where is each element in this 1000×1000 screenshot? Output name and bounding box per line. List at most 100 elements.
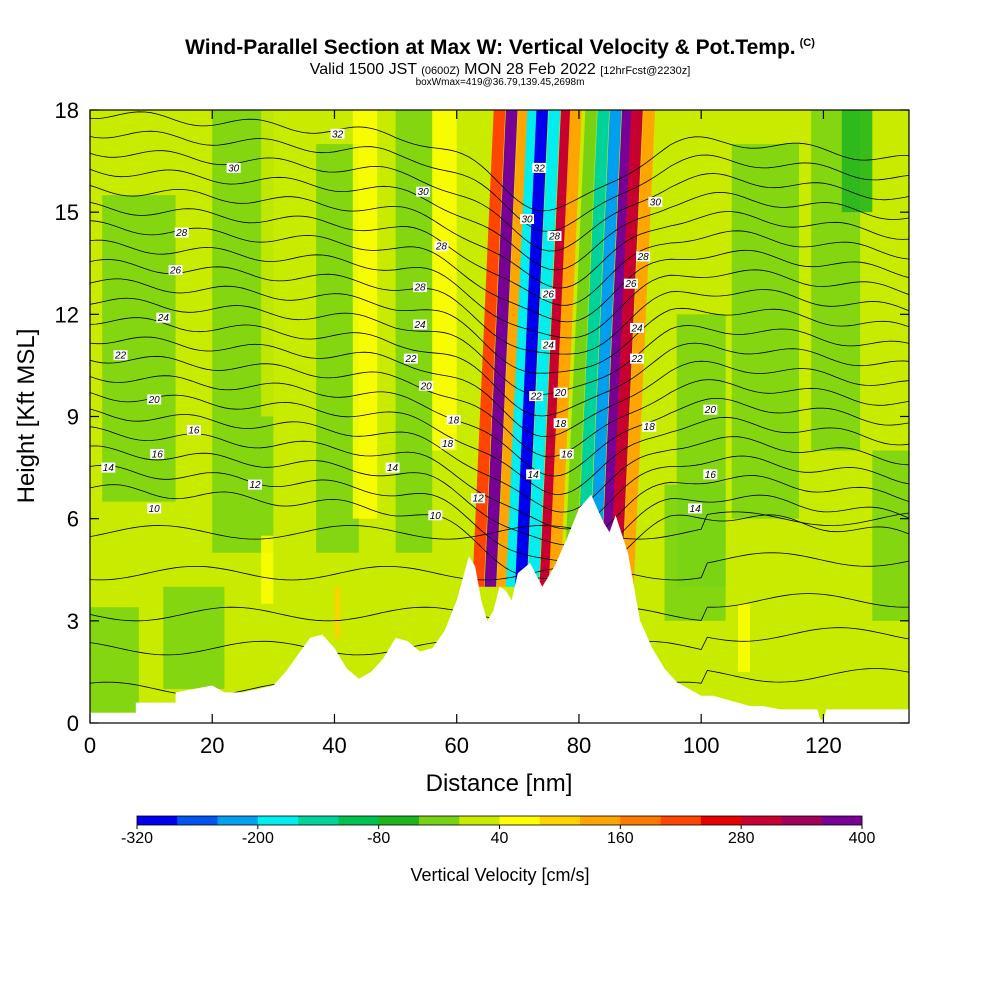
contour-label: 26 [169, 266, 182, 277]
colorbar-segment [177, 816, 218, 825]
contour-label-bg [541, 339, 556, 350]
contour-label-bg [553, 418, 568, 429]
colorbar-segment [257, 816, 299, 825]
theta-contours [90, 111, 909, 697]
theta-contour-line [90, 239, 909, 339]
contour-label-bg [541, 288, 556, 299]
colorbar-segment [217, 816, 259, 825]
velocity-band [600, 110, 634, 587]
colorbar-segment [499, 816, 541, 825]
theta-contour-line [90, 464, 909, 562]
theta-contour-line [90, 317, 909, 417]
contour-label: 24 [157, 313, 170, 324]
plot-area [90, 110, 909, 723]
copyright-mark: (C) [799, 37, 815, 49]
velocity-patch [90, 607, 139, 713]
contour-label-bg [553, 387, 568, 398]
contour-label: 20 [148, 395, 161, 406]
contour-label: 18 [448, 415, 460, 426]
contour-label: 28 [637, 252, 650, 263]
chart-subtitle: Valid 1500 JST (0600Z) MON 28 Feb 2022 [… [0, 61, 1000, 79]
y-tick-label: 6 [67, 507, 79, 532]
y-tick-label: 0 [67, 711, 79, 736]
velocity-band [588, 110, 622, 587]
theta-contour-line [90, 355, 909, 458]
contour-label: 16 [152, 449, 164, 460]
contour-label: 16 [188, 426, 200, 437]
contour-label: 20 [554, 388, 567, 399]
velocity-patch [261, 110, 311, 417]
contour-label-bg [385, 462, 400, 473]
contour-label: 10 [149, 504, 161, 515]
contour-label: 28 [548, 232, 561, 243]
contour-label: 22 [404, 354, 417, 365]
colorbar-segment [298, 816, 339, 825]
contour-label: 10 [430, 511, 442, 522]
contour-label: 22 [114, 351, 127, 362]
colorbar-tick-label: 160 [607, 830, 634, 847]
velocity-patch [163, 586, 225, 689]
contour-label: 18 [644, 422, 656, 433]
velocity-patch [261, 535, 274, 604]
contour-label-bg [526, 469, 541, 480]
vertical-velocity-bands [472, 110, 656, 587]
contour-label-bg [559, 448, 574, 459]
contour-label-bg [226, 162, 241, 173]
theta-contour-line [90, 484, 909, 579]
velocity-band [472, 110, 506, 587]
contour-label: 16 [705, 470, 717, 481]
colorbar-tick-label: 280 [728, 830, 755, 847]
contour-label-bg [688, 503, 703, 514]
x-tick-label: 20 [200, 733, 224, 758]
contour-label: 14 [387, 463, 399, 474]
contour-label-bg [413, 319, 428, 330]
theta-contour-line [90, 150, 909, 252]
contour-label-bg [403, 353, 418, 364]
velocity-band [515, 110, 549, 587]
contour-label: 24 [413, 320, 426, 331]
x-tick-label: 100 [683, 733, 720, 758]
contour-label-bg [186, 425, 201, 436]
theta-contour-line [90, 375, 909, 477]
colorbar-tick-label: -320 [121, 830, 153, 847]
theta-contour-labels: 32 30 30 28 26 24 22 20 16 16 14 12 10 28 28 24 22 20 18 18… [101, 128, 718, 522]
contour-label-bg [547, 231, 562, 242]
theta-contour-line [90, 392, 909, 495]
contour-label: 18 [555, 419, 567, 430]
contour-label-bg [703, 469, 718, 480]
contour-label: 12 [249, 480, 261, 491]
theta-contour-line [90, 202, 909, 306]
valid-date: MON 28 Feb 2022 [464, 61, 596, 78]
colorbar-segment [418, 816, 460, 825]
contour-label-bg [428, 510, 443, 521]
theta-contour-line [90, 220, 909, 323]
x-tick-label: 120 [805, 733, 842, 758]
theta-contour-line [90, 130, 909, 232]
contour-label: 16 [561, 449, 573, 460]
colorbar-segment [660, 816, 702, 825]
colorbar-segment [539, 816, 581, 825]
velocity-band [563, 110, 597, 587]
colorbar-segment [741, 816, 782, 825]
contour-label-bg [630, 322, 645, 333]
contour-label: 26 [624, 279, 637, 290]
velocity-band [539, 110, 573, 587]
contour-label: 22 [530, 392, 543, 403]
contour-label-bg [642, 421, 657, 432]
contour-label: 14 [690, 504, 702, 515]
y-tick-label: 9 [67, 405, 79, 430]
theta-contour-line [90, 111, 909, 212]
theta-contour-line [90, 297, 909, 396]
colorbar-segment [781, 816, 823, 825]
contour-label-bg [113, 350, 128, 361]
velocity-patch [731, 144, 799, 519]
velocity-band [622, 110, 656, 587]
colorbar-tick-label: -80 [367, 830, 390, 847]
contour-label: 28 [435, 242, 448, 253]
contour-label-bg [174, 227, 189, 238]
forecast-info: [12hrFcst@2230z] [600, 65, 691, 77]
contour-label: 30 [650, 197, 662, 208]
colorbar-segment [700, 816, 742, 825]
velocity-band [484, 110, 518, 587]
theta-contour-line [90, 168, 909, 271]
